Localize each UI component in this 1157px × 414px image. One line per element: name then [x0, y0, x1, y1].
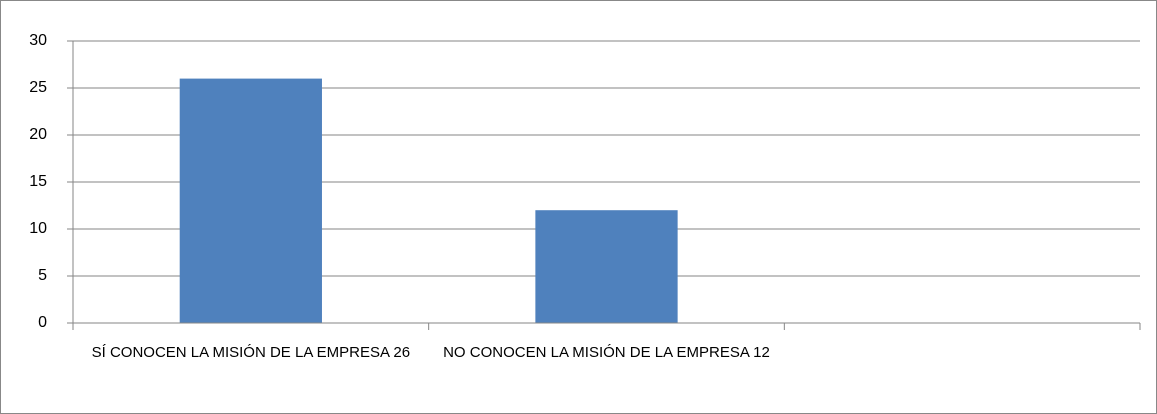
- y-tick-label: 25: [29, 79, 47, 96]
- x-tick-label: NO CONOCEN LA MISIÓN DE LA EMPRESA 12: [443, 344, 770, 361]
- x-tick-label: SÍ CONOCEN LA MISIÓN DE LA EMPRESA 26: [91, 344, 411, 361]
- y-tick-label: 5: [38, 267, 47, 284]
- y-tick-label: 30: [29, 32, 47, 49]
- bar: [179, 78, 322, 323]
- y-tick-label: 10: [29, 220, 47, 237]
- y-tick-label: 15: [29, 173, 47, 190]
- bar: [535, 210, 678, 323]
- y-tick-label: 0: [38, 314, 47, 331]
- y-tick-label: 20: [29, 126, 47, 143]
